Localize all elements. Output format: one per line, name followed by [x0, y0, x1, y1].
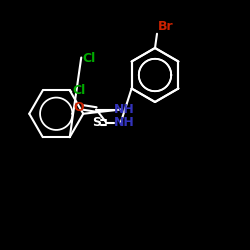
Text: Cl: Cl [82, 52, 96, 65]
Text: S: S [92, 116, 102, 129]
Text: O: O [74, 101, 84, 114]
Text: Br: Br [158, 20, 174, 32]
Text: NH: NH [114, 116, 135, 129]
Text: Cl: Cl [72, 84, 86, 97]
Text: NH: NH [114, 103, 135, 116]
